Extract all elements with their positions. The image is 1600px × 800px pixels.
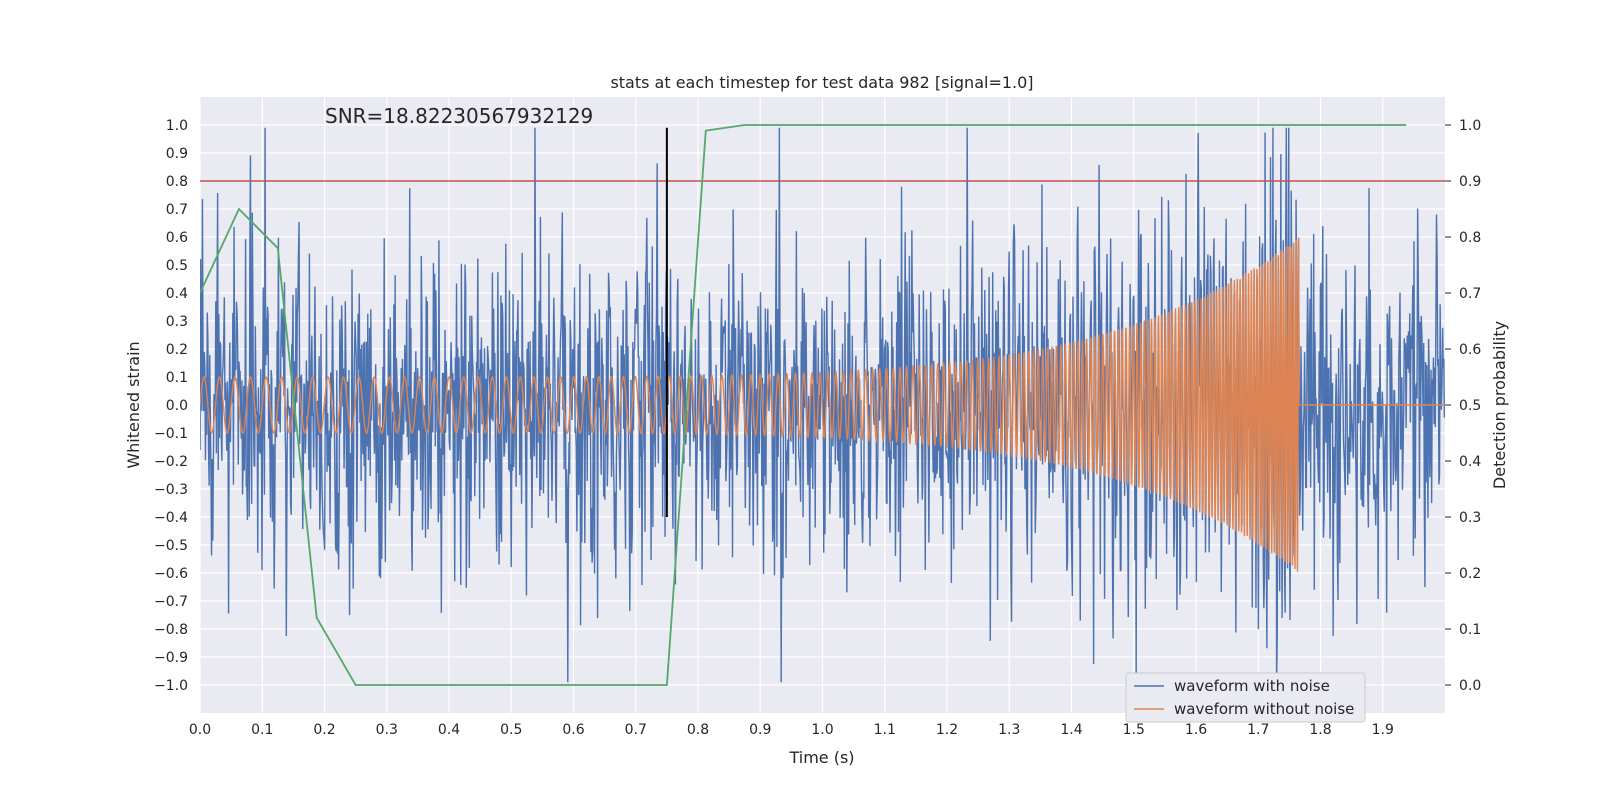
x-axis-label: Time (s) xyxy=(788,748,854,767)
tick-labels: 0.0 0.1 0.2 0.3 0.4 0.5 0.6 0.7 0.8 0.9 1.0 1.1 1.2 1… xyxy=(154,118,1481,738)
x-tick-label: 1.5 xyxy=(1123,722,1145,738)
x-tick-label: 0.8 xyxy=(687,722,709,738)
series-detection-probability xyxy=(200,124,1407,686)
y-left-tick-label: 0.8 xyxy=(166,174,188,190)
y-right-tick-label: 0.7 xyxy=(1459,286,1481,302)
y-left-tick-label: −0.4 xyxy=(154,510,188,526)
y-left-tick-label: 0.1 xyxy=(166,370,188,386)
chart-title: stats at each timestep for test data 982… xyxy=(610,73,1033,92)
snr-annotation: SNR=18.82230567932129 xyxy=(325,104,593,128)
y-left-tick-label: 0.9 xyxy=(166,146,188,162)
legend-label-clean: waveform without noise xyxy=(1174,700,1354,718)
legend: waveform with noise waveform without noi… xyxy=(1125,672,1366,723)
x-tick-label: 1.8 xyxy=(1309,722,1331,738)
x-tick-label: 0.0 xyxy=(189,722,211,738)
y-left-tick-label: 1.0 xyxy=(166,118,188,134)
x-tick-label: 1.7 xyxy=(1247,722,1269,738)
y-left-tick-label: 0.3 xyxy=(166,314,188,330)
y-left-tick-label: 0.0 xyxy=(166,398,188,414)
y-left-tick-label: −0.1 xyxy=(154,426,188,442)
x-tick-label: 0.2 xyxy=(313,722,335,738)
series-waveform-with-noise xyxy=(200,127,1445,683)
y-left-tick-label: −0.2 xyxy=(154,454,188,470)
y-left-tick-label: −0.3 xyxy=(154,482,188,498)
x-tick-label: 0.7 xyxy=(625,722,647,738)
x-tick-label: 0.9 xyxy=(749,722,771,738)
y-left-tick-label: −0.5 xyxy=(154,538,188,554)
y-right-tick-label: 0.4 xyxy=(1459,454,1481,470)
y-left-tick-label: −0.7 xyxy=(154,594,188,610)
y-axis-left-label: Whitened strain xyxy=(124,341,143,468)
x-tick-label: 1.0 xyxy=(811,722,833,738)
y-left-tick-label: 0.4 xyxy=(166,286,188,302)
x-tick-label: 0.4 xyxy=(438,722,460,738)
y-left-tick-label: 0.2 xyxy=(166,342,188,358)
y-left-tick-label: 0.6 xyxy=(166,230,188,246)
x-tick-label: 1.1 xyxy=(874,722,896,738)
series-layer xyxy=(200,124,1445,686)
x-tick-label: 1.6 xyxy=(1185,722,1207,738)
y-left-tick-label: −1.0 xyxy=(154,678,188,694)
y-left-tick-label: 0.7 xyxy=(166,202,188,218)
x-tick-label: 0.3 xyxy=(376,722,398,738)
x-tick-label: 0.5 xyxy=(500,722,522,738)
legend-label-noisy: waveform with noise xyxy=(1174,677,1330,695)
legend-box xyxy=(1125,672,1366,723)
series-waveform-without-noise xyxy=(200,237,1445,572)
y-right-tick-label: 0.8 xyxy=(1459,230,1481,246)
y-right-tick-label: 0.6 xyxy=(1459,342,1481,358)
y-left-tick-label: 0.5 xyxy=(166,258,188,274)
y-right-tick-label: 0.9 xyxy=(1459,174,1481,190)
y-right-tick-label: 0.5 xyxy=(1459,398,1481,414)
x-tick-label: 0.6 xyxy=(562,722,584,738)
x-tick-label: 1.2 xyxy=(936,722,958,738)
y-left-tick-label: −0.6 xyxy=(154,566,188,582)
y-right-tick-label: 0.2 xyxy=(1459,566,1481,582)
y-right-tick-label: 0.3 xyxy=(1459,510,1481,526)
y-left-tick-label: −0.8 xyxy=(154,622,188,638)
x-tick-label: 0.1 xyxy=(251,722,273,738)
x-tick-label: 1.9 xyxy=(1372,722,1394,738)
x-tick-label: 1.4 xyxy=(1060,722,1082,738)
x-tick-label: 1.3 xyxy=(998,722,1020,738)
y-axis-right-label: Detection probability xyxy=(1490,321,1509,489)
y-right-tick-label: 0.0 xyxy=(1459,678,1481,694)
y-right-tick-label: 1.0 xyxy=(1459,118,1481,134)
y-left-tick-label: −0.9 xyxy=(154,650,188,666)
y-right-tick-label: 0.1 xyxy=(1459,622,1481,638)
